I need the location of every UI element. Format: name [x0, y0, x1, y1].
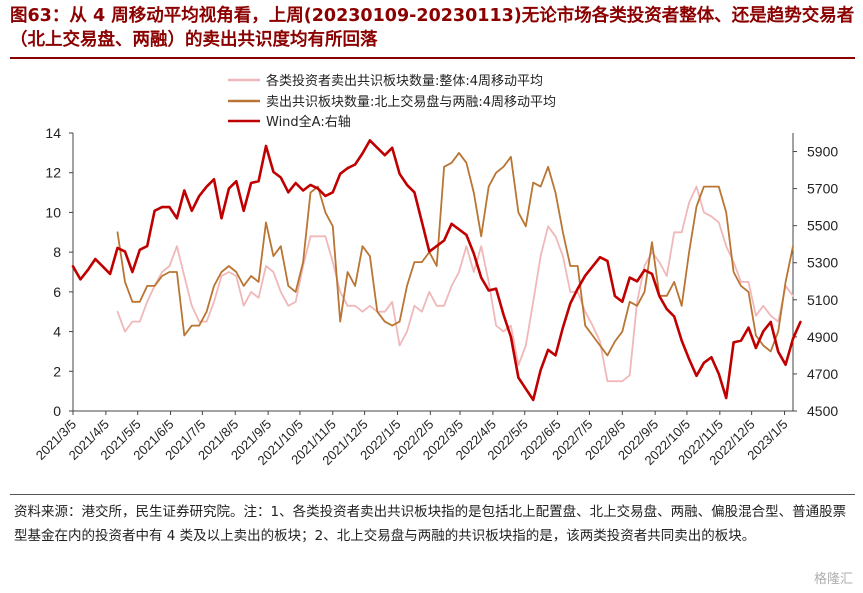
legend: 各类投资者卖出共识板块数量:整体:4周移动平均 卖出共识板块数量:北上交易盘与两…	[228, 73, 556, 130]
y-left-tick-label: 0	[53, 403, 61, 419]
source-note: 资料来源：港交所，民生证券研究院。注：1、各类投资者卖出共识板块指的是包括北上配…	[14, 504, 847, 544]
y-right-tick-label: 5900	[807, 144, 838, 160]
footer-divider	[10, 494, 855, 495]
y-right-tick-label: 4700	[807, 366, 838, 382]
legend-label-series-2: 卖出共识板块数量:北上交易盘与两融:4周移动平均	[266, 94, 556, 110]
series-line-1	[116, 185, 794, 383]
y-left-tick-label: 10	[45, 204, 61, 220]
y-right-tick-label: 4500	[807, 403, 838, 419]
legend-label-series-1: 各类投资者卖出共识板块数量:整体:4周移动平均	[266, 73, 543, 89]
y-left-tick-label: 12	[45, 165, 61, 181]
title-divider	[10, 57, 855, 59]
series-line-2	[116, 151, 794, 357]
y-right-tick-label: 5500	[807, 218, 838, 234]
series-line-3	[71, 139, 802, 402]
y-left-tick-label: 6	[53, 284, 61, 300]
axes: 0 2 4 6 8 10 12 14 4500 4700 4900 5100 5300 5500 5700 5…	[33, 125, 839, 468]
y-right-tick-label: 5300	[807, 255, 838, 271]
watermark: 格隆汇	[813, 572, 853, 587]
y-left-tick-label: 4	[53, 324, 61, 340]
y-right-tick-label: 5700	[807, 181, 838, 197]
y-right-tick-label: 4900	[807, 329, 838, 345]
chart-title: 图63：从 4 周移动平均视角看，上周(20230109-20230113)无论…	[10, 6, 855, 50]
y-left-tick-label: 2	[53, 363, 61, 379]
y-right-tick-label: 5100	[807, 292, 838, 308]
line-chart: 各类投资者卖出共识板块数量:整体:4周移动平均 卖出共识板块数量:北上交易盘与两…	[33, 73, 839, 468]
y-left-tick-label: 14	[45, 125, 61, 141]
legend-label-series-3: Wind全A:右轴	[266, 114, 351, 130]
y-left-tick-label: 8	[53, 244, 61, 260]
series-lines	[71, 139, 802, 402]
